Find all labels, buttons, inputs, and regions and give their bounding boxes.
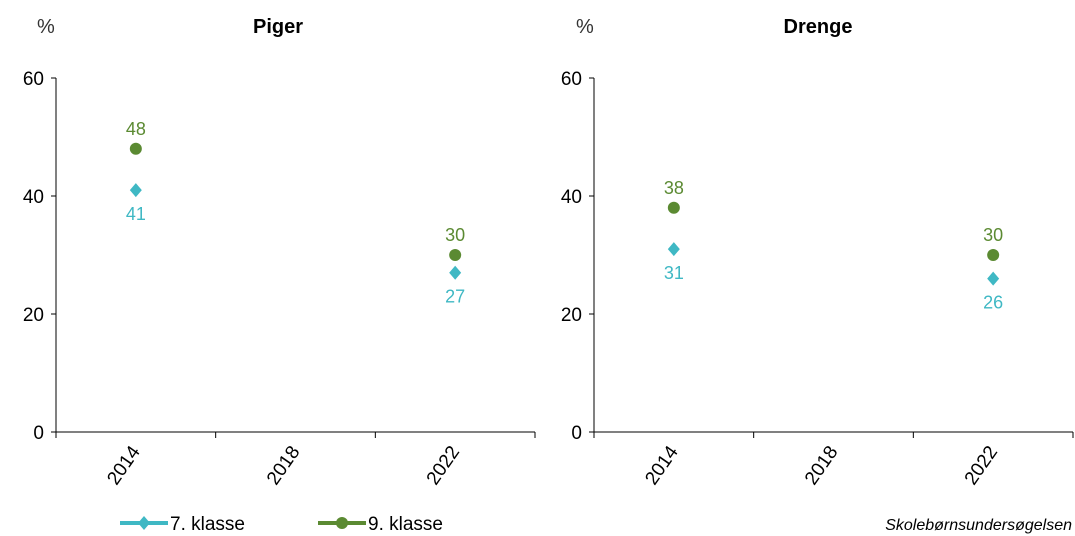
legend-label-2: 9. klasse (368, 514, 443, 535)
panel-1-series-1-data-label: 41 (126, 204, 146, 224)
panel-1-series-1-point (449, 265, 462, 280)
legend-label-1: 7. klasse (170, 514, 245, 535)
panel-1-y-tick-label: 40 (23, 187, 44, 208)
panel-2-series-1-data-label: 26 (983, 293, 1003, 313)
panel-2-series-1-data-label: 31 (664, 263, 684, 283)
panel-2-series-2-point (987, 249, 1000, 261)
legend-marker-1 (138, 516, 150, 530)
panel-1-series-2-data-label: 48 (126, 119, 146, 139)
panel-1-y-tick-label: 20 (23, 305, 44, 326)
panel-1-series-2-point (449, 249, 462, 261)
legend-marker-2 (336, 517, 348, 529)
panel-2-series-1-point (667, 242, 680, 257)
panel-2-y-tick-label: 20 (561, 305, 582, 326)
panel-2-y-tick-label: 0 (571, 423, 582, 444)
panel-2-series-1-point (987, 271, 1000, 286)
panel-2-unit-label: % (576, 16, 594, 38)
source-note: Skolebørnsundersøgelsen (885, 517, 1072, 534)
panel-2-y-tick-label: 60 (561, 69, 582, 90)
panel-1-unit-label: % (37, 16, 55, 38)
panel-2-title: Drenge (784, 16, 853, 38)
panel-1-title: Piger (253, 16, 303, 38)
panel-2-series-2-data-label: 30 (983, 225, 1003, 245)
panel-2-x-tick-label: 2014 (641, 442, 683, 489)
panel-1-series-1-data-label: 27 (445, 287, 465, 307)
panel-2-series-2-data-label: 38 (664, 178, 684, 198)
panel-1-series-2-data-label: 30 (445, 225, 465, 245)
panel-1-series-2-point (129, 142, 142, 155)
panel-1-x-tick-label: 2022 (423, 442, 464, 489)
panel-2-x-tick-label: 2018 (801, 442, 842, 489)
panel-1-x-tick-label: 2018 (263, 442, 304, 489)
panel-2-y-tick-label: 40 (561, 187, 582, 208)
panel-2-series-2-point (667, 201, 680, 214)
panel-1-series-1-point (129, 183, 142, 198)
panel-1-y-tick-label: 0 (33, 423, 44, 444)
panel-1-y-tick-label: 60 (23, 69, 44, 90)
panel-2-x-tick-label: 2022 (961, 442, 1002, 489)
panel-1-x-tick-label: 2014 (103, 442, 145, 489)
